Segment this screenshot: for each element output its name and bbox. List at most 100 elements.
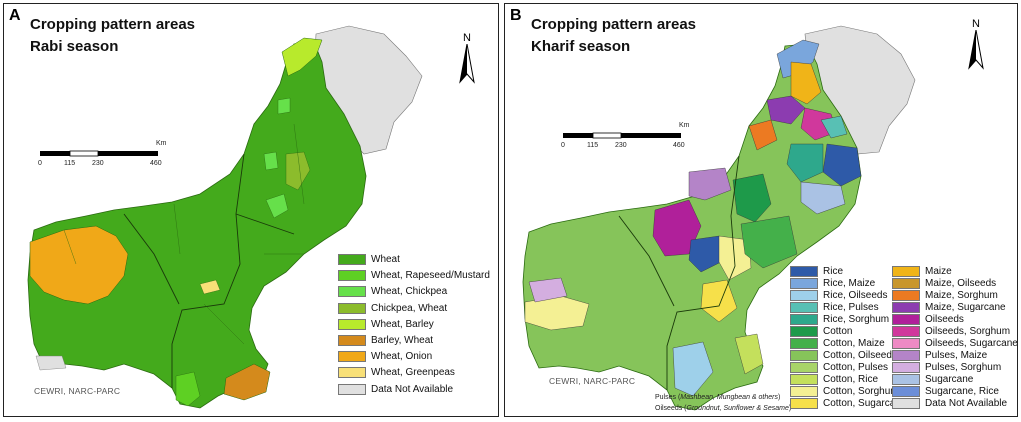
legend-swatch: [338, 318, 366, 330]
legend-swatch: [790, 386, 818, 397]
panel-a-letter: A: [9, 7, 21, 24]
scale-tick-2: 230: [92, 160, 104, 167]
legend-swatch: [338, 383, 366, 395]
legend-swatch: [790, 326, 818, 337]
legend-label: Barley, Wheat: [371, 335, 434, 346]
map-region-rice-sorghum: [786, 143, 824, 183]
panel-a-title: Cropping pattern areas: [30, 16, 196, 33]
legend-label: Oilseeds: [925, 314, 964, 325]
north-label: N: [972, 18, 980, 30]
legend-item: Wheat, Barley: [338, 318, 434, 330]
map-region-rice-maize-north: [776, 39, 820, 79]
legend-swatch: [790, 338, 818, 349]
legend-label: Chickpea, Wheat: [371, 302, 448, 314]
legend-item: Rice, Oilseeds: [790, 290, 887, 301]
legend-label: Rice, Oilseeds: [823, 290, 888, 301]
legend-swatch: [892, 266, 920, 277]
legend-swatch: [790, 398, 818, 409]
legend-item: Barley, Wheat: [338, 335, 433, 346]
map-region-maize-sugarcane: [766, 95, 806, 125]
legend-item: Sugarcane: [892, 374, 973, 385]
legend-swatch: [338, 367, 366, 379]
legend-item: Wheat, Rapeseed/Mustard: [338, 270, 490, 282]
legend-label: Cotton, Oilseeds: [823, 350, 897, 361]
north-label: N: [463, 32, 471, 44]
north-arrow-icon: [459, 43, 475, 84]
map-credit: CEWRI, NARC-PARC: [549, 376, 636, 386]
scale-unit: Km: [156, 140, 167, 147]
map-region-wheat: [27, 41, 367, 409]
map-region-cotton-rice: [734, 333, 764, 375]
legend-label: Cotton, Sugarcane: [823, 398, 907, 409]
legend-label: Cotton: [823, 326, 853, 337]
legend-swatch: [338, 335, 366, 346]
legend-swatch: [338, 254, 366, 265]
map-region-barley-wheat: [223, 363, 271, 401]
legend-swatch: [338, 286, 366, 298]
legend-label: Maize, Sorghum: [925, 290, 998, 301]
map-region-maize-sorghum: [748, 119, 778, 151]
scale-tick-0: 0: [561, 142, 565, 149]
legend-swatch: [790, 266, 818, 277]
legend-item: Cotton, Oilseeds: [790, 350, 897, 361]
kharif-map: [522, 25, 916, 411]
map-region-cotton: [732, 173, 772, 223]
legend-swatch: [892, 278, 920, 289]
legend-label: Pulses, Sorghum: [925, 362, 1002, 373]
legend-item: Oilseeds, Sorghum: [892, 326, 1010, 337]
legend-label: Data Not Available: [925, 398, 1008, 409]
legend-swatch: [892, 326, 920, 337]
legend-item: Maize, Oilseeds: [892, 278, 996, 289]
legend-swatch: [338, 270, 366, 282]
scale-tick-3: 460: [150, 160, 162, 167]
legend-swatch: [790, 314, 818, 325]
legend-item: Wheat, Greenpeas: [338, 367, 455, 379]
legend-label: Rice: [823, 266, 844, 277]
panel-a-rabi-map: A Cropping pattern areas Rabi season N K…: [3, 3, 499, 417]
map-region-oilseeds: [652, 199, 702, 257]
legend-swatch: [892, 350, 920, 361]
map-region-cotton-sugarcane: [700, 279, 738, 323]
legend-label: Rice, Pulses: [823, 302, 879, 313]
legend-item: Cotton, Sugarcane: [790, 398, 906, 409]
legend-swatch: [892, 338, 920, 349]
legend-item: Rice: [790, 266, 843, 277]
legend-label: Cotton, Rice: [823, 374, 879, 385]
legend-swatch: [892, 386, 920, 397]
map-region-data-na-coast: [35, 355, 67, 371]
legend-footnote: Pulses (Mashbean, Mungbean & others) Oil…: [655, 392, 791, 414]
map-region-maize: [790, 61, 822, 105]
legend-item: Chickpea, Wheat: [338, 302, 448, 314]
legend-label: Wheat, Greenpeas: [371, 367, 455, 379]
legend-item: Maize, Sorghum: [892, 290, 998, 301]
legend-label: Wheat, Barley: [371, 318, 434, 330]
map-region-rice-pulses: [820, 115, 848, 139]
legend-item: Cotton, Rice: [790, 374, 878, 385]
legend-label: Data Not Available: [371, 383, 454, 395]
legend-item: Rice, Sorghum: [790, 314, 889, 325]
legend-swatch: [892, 314, 920, 325]
legend-item: Data Not Available: [338, 383, 454, 395]
legend-item: Rice, Maize: [790, 278, 875, 289]
legend-swatch: [790, 290, 818, 301]
map-region-wheat-chickpea-2: [263, 151, 279, 171]
map-region-wheat-greenpeas: [199, 279, 221, 295]
legend-label: Cotton, Pulses: [823, 362, 889, 373]
legend-swatch: [790, 362, 818, 373]
north-arrow: N: [456, 32, 478, 87]
legend-swatch: [338, 302, 366, 314]
legend-swatch: [790, 350, 818, 361]
panel-b-kharif-map: B Cropping pattern areas Kharif season N…: [504, 3, 1018, 417]
legend-item: Cotton, Maize: [790, 338, 885, 349]
map-region-rice: [822, 143, 862, 187]
footnote-pulses: Pulses (Mashbean, Mungbean & others): [655, 394, 781, 401]
legend-label: Sugarcane, Rice: [925, 386, 999, 397]
legend-swatch: [892, 362, 920, 373]
map-credit: CEWRI, NARC-PARC: [34, 386, 121, 396]
legend-label: Wheat: [371, 254, 400, 265]
legend-swatch: [338, 351, 366, 363]
legend-swatch: [892, 302, 920, 313]
panel-a-season: Rabi season: [30, 38, 119, 55]
legend-item: Wheat: [338, 254, 400, 265]
legend-label: Rice, Sorghum: [823, 314, 890, 325]
